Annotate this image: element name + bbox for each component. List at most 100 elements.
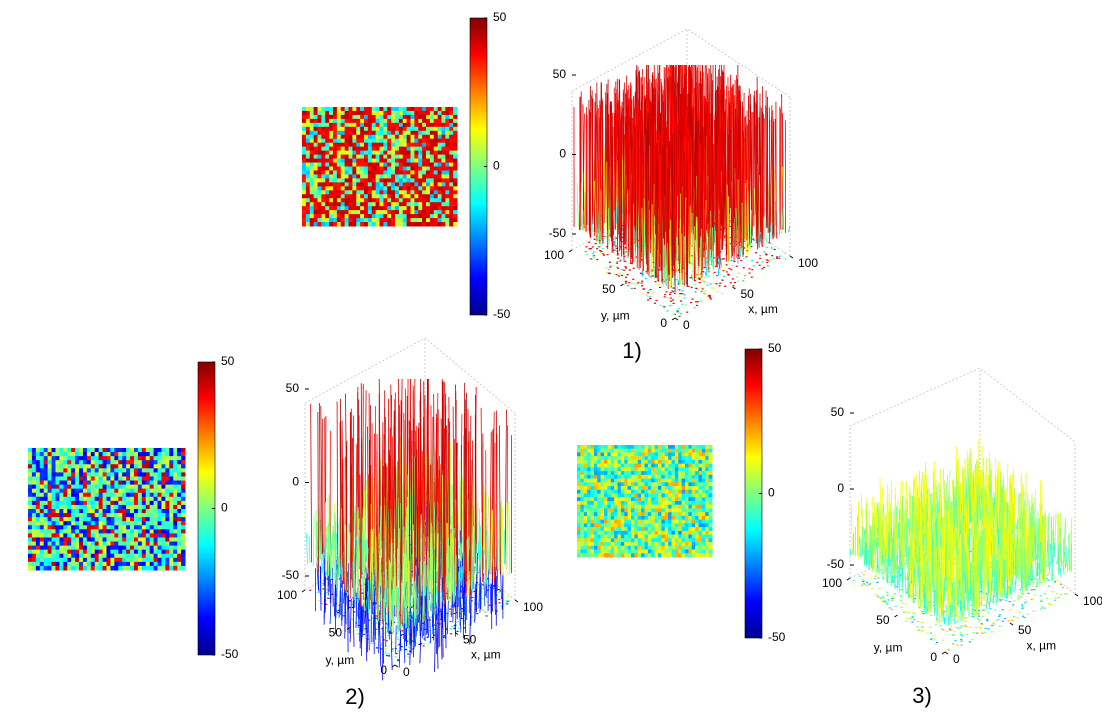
heatmap-cell	[387, 222, 392, 227]
heatmap-cell	[153, 513, 159, 518]
heatmap-cell	[321, 214, 326, 219]
heatmap-cell	[63, 456, 68, 461]
heatmap-cell	[126, 509, 131, 514]
heatmap-cell	[375, 166, 380, 171]
heatmap-cell	[71, 533, 76, 538]
floor-dot	[621, 269, 624, 271]
floor-dot	[617, 275, 620, 277]
heatmap-cell	[383, 158, 388, 164]
heatmap-cell	[302, 170, 307, 175]
floor-dot	[713, 266, 716, 269]
floor-dot	[615, 274, 618, 276]
heatmap-cell	[55, 557, 60, 563]
heatmap-cell	[145, 545, 151, 551]
heatmap-cell	[47, 517, 53, 522]
heatmap-cell	[375, 186, 380, 191]
heatmap-cell	[356, 142, 361, 148]
heatmap-cell	[367, 174, 373, 179]
heatmap-cell	[317, 107, 322, 112]
heatmap-cell	[153, 529, 159, 534]
heatmap-cell	[51, 492, 56, 498]
heatmap-cell	[59, 468, 64, 473]
heatmap-cell	[414, 162, 419, 167]
floor-dot	[443, 635, 446, 637]
heatmap-cell	[302, 202, 307, 207]
heatmap-cell	[356, 162, 361, 167]
heatmap-cell	[86, 541, 92, 547]
heatmap-cell	[445, 178, 450, 183]
heatmap-cell	[94, 517, 100, 522]
floor-dot	[724, 254, 727, 256]
floor-dot	[375, 615, 378, 617]
heatmap-cell	[122, 517, 127, 522]
heatmap-cell	[317, 110, 322, 116]
heatmap-cell	[181, 500, 186, 506]
heatmap-cell	[433, 138, 439, 144]
heatmap-cell	[165, 541, 170, 547]
floor-dot	[392, 548, 395, 551]
heatmap-cell	[445, 170, 450, 175]
heatmap-cell	[181, 464, 186, 469]
heatmap-cell	[379, 186, 384, 191]
heatmap-cell	[453, 142, 458, 148]
heatmap-cell	[433, 170, 439, 175]
floor-dot	[771, 255, 774, 257]
heatmap-cell	[379, 182, 384, 187]
heatmap-cell	[149, 460, 155, 465]
heatmap-cell	[118, 525, 123, 530]
heatmap-cell	[28, 484, 33, 490]
heatmap-cell	[402, 198, 408, 203]
heatmap-cell	[329, 202, 334, 207]
surface-spike	[745, 183, 747, 255]
heatmap-cell	[75, 541, 80, 547]
heatmap-cell	[169, 504, 174, 510]
floor-dot	[645, 278, 648, 280]
heatmap-cell	[75, 492, 80, 498]
floor-dot	[704, 293, 707, 295]
heatmap-cell	[414, 146, 419, 152]
heatmap-cell	[94, 452, 100, 457]
heatmap-cell	[445, 174, 450, 179]
heatmap-cell	[177, 521, 182, 526]
heatmap-cell	[329, 170, 334, 175]
heatmap-cell	[391, 182, 396, 187]
heatmap-cell	[43, 480, 49, 486]
floor-dot	[671, 290, 674, 292]
heatmap-cell	[126, 557, 131, 563]
heatmap-cell	[371, 162, 377, 167]
heatmap-cell	[35, 565, 41, 571]
heatmap-cell	[82, 529, 88, 534]
floor-dot	[700, 291, 703, 293]
heatmap-cell	[329, 178, 334, 183]
heatmap-cell	[55, 561, 60, 567]
heatmap-cell	[173, 525, 178, 530]
surface-spike	[711, 134, 713, 258]
floor-dot	[695, 301, 698, 303]
heatmap-cell	[71, 492, 76, 498]
floor-dot	[742, 257, 745, 260]
heatmap-cell	[317, 138, 322, 144]
heatmap-cell	[67, 545, 72, 551]
floor-dot	[368, 619, 371, 621]
floor-dot	[484, 611, 487, 613]
heatmap-cell	[98, 500, 104, 506]
heatmap-cell	[302, 222, 307, 227]
heatmap-cell	[118, 452, 123, 457]
floor-dot	[497, 588, 500, 591]
floor-dot	[626, 255, 629, 257]
floor-dot	[744, 274, 747, 277]
heatmap-cell	[106, 480, 111, 486]
heatmap-cell	[313, 194, 318, 199]
floor-dot	[602, 253, 605, 255]
heatmap-cell	[118, 529, 123, 534]
heatmap-cell	[141, 500, 147, 506]
heatmap-cell	[59, 488, 64, 494]
floor-dot	[683, 294, 686, 296]
heatmap-cell	[371, 198, 377, 203]
heatmap-cell	[364, 182, 369, 187]
heatmap-cell	[43, 500, 49, 506]
heatmap-cell	[79, 525, 84, 530]
floor-dot	[659, 286, 662, 289]
heatmap-cell	[414, 138, 419, 144]
